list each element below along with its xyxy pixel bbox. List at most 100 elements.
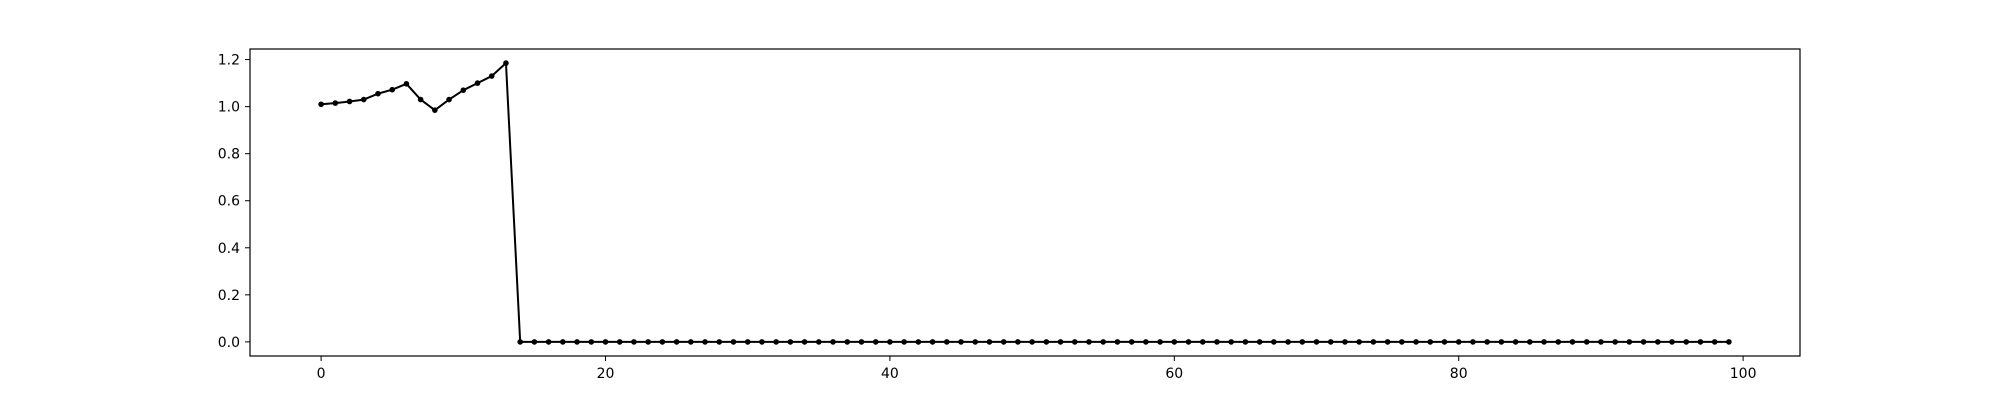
data-point <box>1057 339 1064 345</box>
data-point <box>816 339 822 345</box>
data-point <box>1384 339 1391 345</box>
data-point <box>1655 339 1661 345</box>
data-point <box>531 339 538 345</box>
x-tick-label: 0 <box>317 366 326 382</box>
x-tick-label: 100 <box>1730 366 1757 382</box>
x-tick-label: 40 <box>881 366 899 382</box>
data-point <box>1541 339 1547 345</box>
data-point <box>1114 339 1121 345</box>
data-point <box>1512 339 1519 345</box>
data-point <box>1470 339 1476 345</box>
data-point <box>1356 339 1362 345</box>
data-point <box>1498 339 1505 345</box>
data-point <box>1441 339 1448 345</box>
data-point <box>602 339 609 345</box>
data-point <box>730 339 737 345</box>
data-point <box>1327 339 1334 345</box>
data-point <box>1043 339 1050 345</box>
data-point <box>360 96 367 103</box>
data-point <box>972 339 979 345</box>
data-point <box>645 339 651 345</box>
data-point <box>474 80 481 86</box>
data-point <box>1697 339 1704 345</box>
x-tick-label: 20 <box>597 366 615 382</box>
data-point <box>958 339 964 345</box>
data-point <box>901 339 907 345</box>
y-tick-label: 1.2 <box>218 53 240 69</box>
y-tick-label: 0.0 <box>218 335 240 351</box>
data-point <box>417 96 424 103</box>
data-point <box>446 96 452 103</box>
data-point <box>1413 339 1419 345</box>
y-tick-label: 0.4 <box>218 241 240 257</box>
data-point <box>545 339 552 345</box>
data-point <box>673 339 680 345</box>
data-point <box>1399 339 1405 345</box>
data-point <box>389 86 396 93</box>
data-point <box>1071 339 1078 345</box>
data-point <box>1612 339 1618 345</box>
data-point <box>517 339 523 345</box>
data-point <box>1143 339 1149 345</box>
y-axis: 0.0 0.2 0.4 0.6 0.8 1.0 1.2 <box>218 53 250 351</box>
data-point <box>631 339 637 345</box>
data-point <box>744 339 751 345</box>
data-point <box>1271 339 1277 345</box>
data-point <box>1100 339 1107 345</box>
y-tick-label: 1.0 <box>218 100 240 116</box>
x-tick-label: 60 <box>1165 366 1183 382</box>
data-point <box>574 339 580 345</box>
data-point <box>332 100 339 106</box>
data-point <box>1484 339 1490 345</box>
data-point <box>403 81 410 87</box>
data-point <box>1256 339 1263 345</box>
data-point <box>1015 339 1021 345</box>
data-point <box>915 339 922 345</box>
y-tick-label: 0.2 <box>218 288 240 304</box>
data-point <box>844 339 851 345</box>
data-point <box>488 73 495 79</box>
data-point <box>1555 339 1562 345</box>
data-point <box>659 339 666 345</box>
data-point <box>1726 339 1732 345</box>
data-point <box>986 339 993 345</box>
data-point <box>1427 339 1434 345</box>
data-point <box>1228 339 1234 345</box>
data-point <box>688 339 694 345</box>
data-point <box>702 339 708 345</box>
data-point <box>1669 339 1675 345</box>
data-point <box>1455 339 1462 345</box>
data-point <box>759 339 765 345</box>
data-point <box>588 339 595 345</box>
data-point <box>1086 339 1092 345</box>
data-point <box>787 339 794 345</box>
series-line <box>321 62 1729 343</box>
data-point <box>503 60 509 66</box>
data-point <box>1683 339 1690 345</box>
data-point <box>943 339 950 345</box>
data-point <box>560 339 566 345</box>
axes-frame <box>249 48 1801 357</box>
data-point <box>432 107 438 113</box>
data-point <box>1313 339 1320 345</box>
data-point <box>716 339 723 345</box>
data-point <box>1214 339 1220 345</box>
data-point <box>375 90 381 97</box>
y-tick-label: 0.6 <box>218 194 240 210</box>
data-point <box>1598 339 1604 345</box>
data-point <box>1370 339 1377 345</box>
data-point <box>1711 339 1718 345</box>
data-point <box>1583 339 1590 345</box>
x-tick-label: 80 <box>1450 366 1468 382</box>
data-point <box>346 98 353 105</box>
plot-area <box>318 60 1732 345</box>
data-point <box>616 339 623 345</box>
data-point <box>1128 339 1135 345</box>
data-point <box>1626 339 1633 345</box>
data-point <box>1000 339 1007 345</box>
data-point <box>1157 339 1163 345</box>
data-point <box>1185 339 1192 345</box>
